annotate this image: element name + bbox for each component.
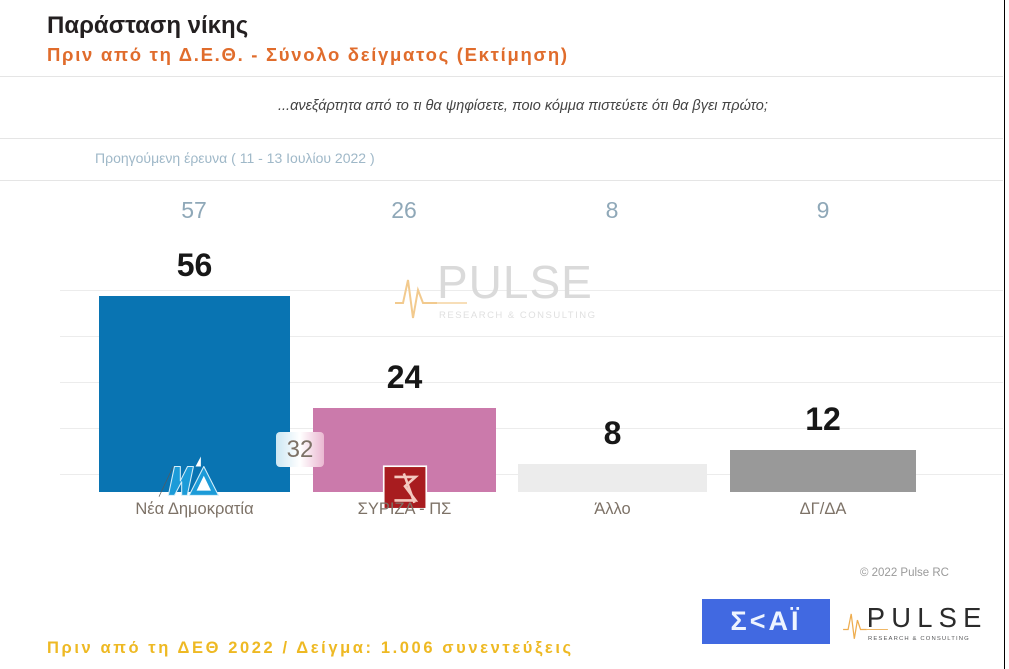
svg-text:RESEARCH & CONSULTING: RESEARCH & CONSULTING — [439, 310, 596, 321]
svg-text:RESEARCH & CONSULTING: RESEARCH & CONSULTING — [868, 636, 970, 642]
svg-text:PULSE: PULSE — [437, 256, 593, 308]
svg-text:PULSE: PULSE — [867, 602, 988, 633]
